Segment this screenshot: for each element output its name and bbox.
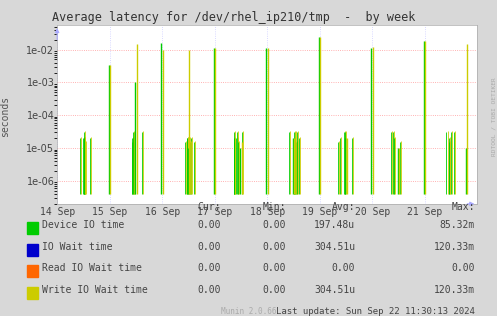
Text: Write IO Wait time: Write IO Wait time bbox=[42, 285, 148, 295]
Text: 120.33m: 120.33m bbox=[433, 242, 475, 252]
Text: 0.00: 0.00 bbox=[198, 242, 221, 252]
Text: 304.51u: 304.51u bbox=[314, 242, 355, 252]
Text: Munin 2.0.66: Munin 2.0.66 bbox=[221, 307, 276, 316]
Text: Max:: Max: bbox=[451, 202, 475, 212]
Text: Cur:: Cur: bbox=[198, 202, 221, 212]
Text: seconds: seconds bbox=[0, 96, 10, 137]
Text: Read IO Wait time: Read IO Wait time bbox=[42, 264, 142, 273]
Text: Last update: Sun Sep 22 11:30:13 2024: Last update: Sun Sep 22 11:30:13 2024 bbox=[276, 307, 475, 316]
Text: 0.00: 0.00 bbox=[451, 264, 475, 273]
Text: 0.00: 0.00 bbox=[198, 285, 221, 295]
Text: 0.00: 0.00 bbox=[262, 221, 286, 230]
Text: 0.00: 0.00 bbox=[262, 285, 286, 295]
Text: 0.00: 0.00 bbox=[262, 242, 286, 252]
Text: 85.32m: 85.32m bbox=[439, 221, 475, 230]
Text: 304.51u: 304.51u bbox=[314, 285, 355, 295]
Text: Device IO time: Device IO time bbox=[42, 221, 124, 230]
Text: Average latency for /dev/rhel_ip210/tmp  -  by week: Average latency for /dev/rhel_ip210/tmp … bbox=[52, 11, 415, 24]
Text: 0.00: 0.00 bbox=[198, 221, 221, 230]
Text: 0.00: 0.00 bbox=[262, 264, 286, 273]
Text: 0.00: 0.00 bbox=[198, 264, 221, 273]
Text: RDTOOL / TOBI OETIKER: RDTOOL / TOBI OETIKER bbox=[491, 77, 496, 156]
Text: Min:: Min: bbox=[262, 202, 286, 212]
Text: IO Wait time: IO Wait time bbox=[42, 242, 113, 252]
Text: Avg:: Avg: bbox=[332, 202, 355, 212]
Text: 197.48u: 197.48u bbox=[314, 221, 355, 230]
Text: 0.00: 0.00 bbox=[332, 264, 355, 273]
Text: 120.33m: 120.33m bbox=[433, 285, 475, 295]
